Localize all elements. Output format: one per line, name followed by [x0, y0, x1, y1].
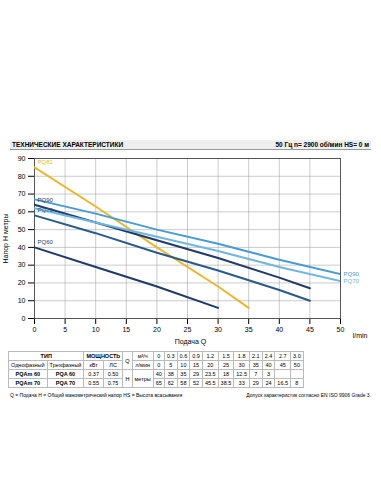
- html-text:50 Гц n= 2900 об/мин HS= 0 м: 50 Гц n= 2900 об/мин HS= 0 м: [275, 141, 369, 148]
- html-text:35: 35: [252, 362, 259, 368]
- html-text:PQAm 70: PQAm 70: [15, 380, 40, 386]
- html-text:ЛС: ЛС: [109, 362, 117, 368]
- svg-text:l/min: l/min: [353, 332, 368, 339]
- svg-text:45: 45: [306, 326, 314, 333]
- svg-text:5: 5: [63, 326, 67, 333]
- html-text:38: 38: [167, 371, 174, 377]
- html-text:5: 5: [169, 362, 173, 368]
- html-text:0.3: 0.3: [166, 353, 175, 359]
- svg-text:30: 30: [214, 326, 222, 333]
- html-text:20: 20: [207, 362, 214, 368]
- svg-text:15: 15: [122, 326, 130, 333]
- html-text:PQA 70: PQA 70: [55, 380, 76, 386]
- svg-text:80: 80: [18, 173, 26, 180]
- html-text:12.5: 12.5: [236, 371, 247, 377]
- html-text:Q = Подача H = Общий манометри: Q = Подача H = Общий манометрический нап…: [10, 392, 183, 398]
- html-text:35: 35: [180, 371, 187, 377]
- html-text:52: 52: [193, 380, 200, 386]
- svg-text:PQ81: PQ81: [38, 159, 54, 165]
- html-text:л/мин: л/мин: [135, 362, 150, 368]
- svg-text:PQ60: PQ60: [38, 239, 54, 245]
- html-text:24: 24: [265, 380, 272, 386]
- html-text:МОЩНОСТЬ: МОЩНОСТЬ: [86, 353, 121, 359]
- html-text:50: 50: [293, 362, 300, 368]
- svg-text:70: 70: [18, 190, 26, 197]
- svg-text:PQ90: PQ90: [344, 271, 360, 277]
- html-text:0.6: 0.6: [179, 353, 188, 359]
- svg-text:35: 35: [245, 326, 253, 333]
- html-text:ТЕХНИЧЕСКИЕ ХАРАКТЕРИСТИКИ: ТЕХНИЧЕСКИЕ ХАРАКТЕРИСТИКИ: [12, 141, 124, 148]
- html-text:0: 0: [157, 362, 161, 368]
- svg-text:25: 25: [184, 326, 192, 333]
- html-text:18: 18: [222, 371, 229, 377]
- svg-text:Напор H метры: Напор H метры: [2, 213, 10, 263]
- svg-text:30: 30: [18, 261, 26, 268]
- html-text:метры: метры: [134, 375, 151, 382]
- svg-text:50: 50: [337, 326, 345, 333]
- html-text:15: 15: [193, 362, 200, 368]
- html-text:2.4: 2.4: [264, 353, 273, 359]
- html-text:H: H: [125, 375, 130, 382]
- html-text:29: 29: [193, 371, 200, 377]
- html-text:38.5: 38.5: [220, 380, 232, 386]
- svg-text:20: 20: [18, 279, 26, 286]
- svg-text:40: 40: [18, 244, 26, 251]
- html-text:Подача Q: Подача Q: [174, 338, 207, 345]
- html-text:2.1: 2.1: [252, 353, 260, 359]
- html-text:1.5: 1.5: [222, 353, 230, 359]
- html-text:45.5: 45.5: [204, 380, 216, 386]
- html-text:7: 7: [254, 371, 258, 377]
- html-text:1.2: 1.2: [206, 353, 215, 359]
- html-text:3.0: 3.0: [293, 353, 301, 359]
- svg-text:90: 90: [18, 155, 26, 162]
- html-text:0.50: 0.50: [107, 371, 119, 377]
- html-text:м³/ч: м³/ч: [137, 353, 148, 359]
- svg-text:10: 10: [18, 297, 26, 304]
- html-text:PQA 60: PQA 60: [55, 371, 76, 377]
- html-text:33: 33: [238, 380, 245, 386]
- html-text:40: 40: [155, 371, 162, 377]
- html-text:8: 8: [295, 380, 299, 386]
- html-text:ТИП: ТИП: [40, 353, 52, 359]
- svg-text:PQ70: PQ70: [38, 207, 54, 213]
- html-text:1.8: 1.8: [237, 353, 246, 359]
- html-text:0.75: 0.75: [107, 380, 119, 386]
- svg-text:10: 10: [92, 326, 100, 333]
- html-text:30: 30: [238, 362, 245, 368]
- html-text:40: 40: [265, 362, 272, 368]
- html-text:62: 62: [167, 380, 174, 386]
- html-text:0.9: 0.9: [192, 353, 200, 359]
- svg-text:0: 0: [22, 315, 26, 322]
- svg-text:PQ90: PQ90: [38, 197, 54, 203]
- html-text:Q: Q: [125, 357, 130, 364]
- html-text:0.55: 0.55: [88, 380, 99, 386]
- html-text:Допуск характеристик согласно: Допуск характеристик согласно EN ISO 990…: [246, 392, 371, 398]
- svg-text:PQ70: PQ70: [344, 278, 360, 284]
- svg-text:60: 60: [18, 208, 26, 215]
- html-text:Трехфазный: Трехфазный: [49, 362, 82, 368]
- svg-text:40: 40: [275, 326, 283, 333]
- html-text:PQAm 60: PQAm 60: [15, 371, 40, 377]
- html-text:0: 0: [157, 353, 161, 359]
- html-text:58: 58: [180, 380, 187, 386]
- html-text:23.5: 23.5: [204, 371, 216, 377]
- html-text:Однофазный: Однофазный: [11, 362, 45, 368]
- html-text:0.37: 0.37: [88, 371, 99, 377]
- html-text:29: 29: [252, 380, 259, 386]
- html-text:45: 45: [279, 362, 286, 368]
- html-text:65: 65: [155, 380, 162, 386]
- svg-text:0: 0: [33, 326, 37, 333]
- html-text:10: 10: [180, 362, 187, 368]
- html-text:3: 3: [267, 371, 270, 377]
- html-text:2.7: 2.7: [278, 353, 287, 359]
- html-text:25: 25: [222, 362, 229, 368]
- html-text:кВт: кВт: [89, 362, 98, 368]
- svg-text:50: 50: [18, 226, 26, 233]
- html-text:16.5: 16.5: [277, 380, 289, 386]
- svg-text:20: 20: [153, 326, 161, 333]
